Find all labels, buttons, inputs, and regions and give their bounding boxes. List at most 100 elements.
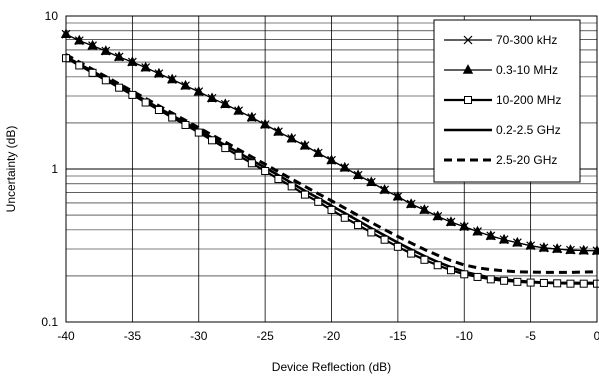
plot-border xyxy=(65,15,598,323)
square-marker xyxy=(154,106,163,115)
triangle-marker xyxy=(259,118,271,129)
square-marker xyxy=(141,98,150,107)
triangle-marker xyxy=(180,79,191,90)
legend-label: 10-200 MHz xyxy=(496,93,561,107)
triangle-marker xyxy=(379,184,390,194)
square-marker xyxy=(194,128,203,137)
x-tick-labels: -40 -35 -30 -25 -20 -15 -10 -5 0 xyxy=(57,329,599,343)
legend-label: 0.3-10 MHz xyxy=(496,63,558,77)
square-marker xyxy=(354,221,363,230)
square-marker xyxy=(327,205,336,214)
square-marker xyxy=(473,272,482,281)
y-axis-title: Uncertainty (dB) xyxy=(4,126,18,213)
triangle-marker xyxy=(127,56,138,66)
triangle-marker xyxy=(538,242,550,252)
triangle-marker xyxy=(153,67,165,78)
triangle-marker xyxy=(432,210,443,221)
square-marker xyxy=(420,255,429,264)
y-tick-label: 1 xyxy=(51,162,58,176)
square-marker xyxy=(460,270,469,279)
triangle-marker xyxy=(445,216,457,226)
triangle-marker xyxy=(405,198,417,208)
square-marker xyxy=(500,276,509,285)
triangle-marker xyxy=(552,243,563,253)
square-marker xyxy=(526,278,535,287)
square-marker xyxy=(314,197,323,206)
x-axis-title: Device Reflection (dB) xyxy=(272,360,391,374)
x-tick-label: -30 xyxy=(190,329,208,343)
triangle-marker xyxy=(472,225,483,236)
triangle-marker xyxy=(220,98,231,109)
legend-item: 10-200 MHz xyxy=(444,93,561,107)
square-marker xyxy=(88,68,97,77)
legend-label: 0.2-2.5 GHz xyxy=(496,123,561,137)
triangle-marker xyxy=(339,161,350,172)
y-tick-label: 10 xyxy=(45,9,59,23)
triangle-marker xyxy=(565,244,576,254)
triangle-marker xyxy=(525,239,536,250)
square-marker xyxy=(367,228,376,237)
legend-label: 2.5-20 GHz xyxy=(496,153,557,167)
square-marker xyxy=(380,235,389,244)
square-marker xyxy=(513,277,522,286)
square-marker xyxy=(181,120,190,129)
series-3 xyxy=(62,54,599,288)
triangle-marker xyxy=(113,51,125,61)
square-marker xyxy=(221,144,230,153)
triangle-marker xyxy=(87,39,98,50)
square-marker xyxy=(593,279,599,288)
square-marker xyxy=(300,190,309,199)
legend: 70-300 kHz 0.3-10 MHz 10-200 MHz 0.2-2.5 GH… xyxy=(433,19,581,183)
x-tick-label: 0 xyxy=(594,329,599,343)
triangle-marker xyxy=(100,45,111,55)
x-tick-label: -25 xyxy=(256,329,274,343)
series-layer xyxy=(60,28,599,288)
triangle-marker xyxy=(392,190,404,201)
square-marker xyxy=(579,279,588,288)
triangle-marker xyxy=(498,233,510,244)
triangle-marker xyxy=(578,244,589,255)
square-marker xyxy=(101,76,110,85)
square-marker xyxy=(340,213,349,222)
series-4 xyxy=(65,55,597,285)
triangle-marker xyxy=(206,92,218,103)
x-tick-label: -35 xyxy=(124,329,142,343)
square-marker xyxy=(168,113,177,122)
legend-item: 0.3-10 MHz xyxy=(444,63,558,77)
x-tick-label: -20 xyxy=(323,329,341,343)
x-tick-label: -40 xyxy=(57,329,75,343)
legend-item: 2.5-20 GHz xyxy=(444,153,557,167)
square-marker xyxy=(274,175,283,184)
series-line xyxy=(65,53,598,274)
triangle-marker xyxy=(462,64,474,74)
x-tick-label: -5 xyxy=(525,329,536,343)
triangle-marker xyxy=(326,154,337,165)
x-tick-label: -10 xyxy=(456,329,474,343)
legend-label: 70-300 kHz xyxy=(496,33,557,47)
triangle-marker xyxy=(366,176,377,186)
series-5 xyxy=(65,53,598,274)
legend-item: 0.2-2.5 GHz xyxy=(444,123,561,137)
square-marker xyxy=(539,278,548,287)
square-marker xyxy=(247,159,256,168)
triangle-marker xyxy=(233,104,244,115)
square-marker xyxy=(486,275,495,284)
legend-item: 70-300 kHz xyxy=(444,33,557,47)
triangle-marker xyxy=(459,220,470,231)
square-marker xyxy=(128,90,137,99)
square-marker xyxy=(393,242,402,251)
square-marker xyxy=(115,83,124,92)
square-marker xyxy=(566,279,575,288)
triangle-marker xyxy=(140,61,151,72)
series-2 xyxy=(60,28,599,255)
triangle-marker xyxy=(419,204,430,214)
x-tick-label: -15 xyxy=(389,329,407,343)
triangle-marker xyxy=(512,236,523,247)
triangle-marker xyxy=(286,132,297,143)
square-marker xyxy=(446,266,455,275)
triangle-marker xyxy=(193,85,204,96)
square-marker xyxy=(75,61,84,70)
square-marker xyxy=(553,279,562,288)
series-line xyxy=(65,55,597,285)
